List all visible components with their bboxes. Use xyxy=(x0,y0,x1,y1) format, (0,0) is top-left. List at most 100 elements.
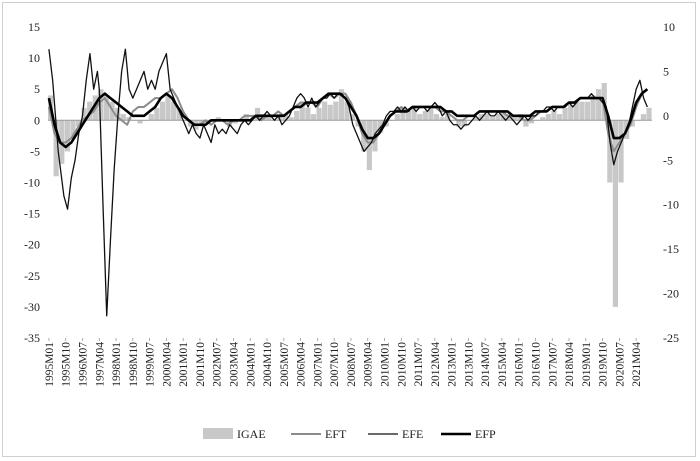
igae-bar xyxy=(400,107,406,121)
x-tick-label: 2007M10 xyxy=(329,342,341,387)
igae-bar xyxy=(310,114,317,121)
left-tick-label: 0 xyxy=(34,113,40,127)
x-tick-label: 2006M04 xyxy=(296,342,308,387)
x-tick-label: 2015M04 xyxy=(497,342,509,387)
series-line-efe xyxy=(48,48,648,317)
x-tick-label: 2011M07 xyxy=(413,342,425,387)
igae-bar xyxy=(322,101,328,121)
igae-bar xyxy=(484,114,490,121)
igae-bar xyxy=(512,117,518,121)
series-lines xyxy=(47,48,649,317)
left-tick-label: -35 xyxy=(24,331,40,345)
igae-bar xyxy=(584,101,591,121)
igae-bar xyxy=(411,107,417,121)
left-tick-label: -30 xyxy=(24,300,40,314)
igae-bar xyxy=(232,120,238,124)
igae-bar xyxy=(103,95,110,121)
igae-bar xyxy=(64,120,70,152)
igae-bar xyxy=(489,117,495,121)
x-tick-label: 2010M10 xyxy=(396,342,408,387)
legend-label-igae: IGAE xyxy=(237,427,266,441)
igae-bar xyxy=(417,114,423,121)
x-tick-label: 2003M04 xyxy=(228,342,240,387)
igae-bar xyxy=(540,117,546,121)
x-tick-label: 2005M07 xyxy=(279,342,291,387)
igae-bar xyxy=(618,120,624,183)
igae-bar xyxy=(568,104,574,121)
x-tick-label: 1998M10 xyxy=(128,342,140,387)
igae-bar xyxy=(428,107,434,121)
igae-bar xyxy=(120,114,126,121)
igae-bar xyxy=(473,117,479,121)
right-tick-label: 10 xyxy=(663,20,675,34)
igae-bar xyxy=(612,120,619,307)
right-tick-label: -10 xyxy=(663,198,679,212)
left-axis: 15 10 5 0 -5 -10 -15 -20 -25 -30 -35 xyxy=(24,20,40,345)
igae-bar xyxy=(456,120,462,127)
chart-frame xyxy=(2,2,696,457)
igae-bar xyxy=(405,110,412,121)
igae-bar xyxy=(439,117,445,121)
igae-bar xyxy=(629,120,635,127)
x-tick-label: 2016M10 xyxy=(530,342,542,387)
igae-bar xyxy=(523,120,529,127)
x-tick-label: 2004M01 xyxy=(245,342,257,387)
igae-bar xyxy=(344,101,350,121)
igae-bar xyxy=(288,117,294,121)
left-tick-label: -15 xyxy=(24,207,40,221)
igae-bar xyxy=(551,110,557,121)
igae-bar xyxy=(165,95,171,121)
igae-bar xyxy=(433,114,440,121)
igae-bar xyxy=(53,120,59,177)
x-tick-label: 1995M01 xyxy=(44,342,56,387)
igae-bar xyxy=(445,114,451,121)
x-tick-label: 1999M07 xyxy=(145,342,157,387)
x-tick-label: 2012M04 xyxy=(430,342,442,387)
x-tick-label: 2002M07 xyxy=(212,342,224,387)
legend-swatch-igae xyxy=(203,428,233,439)
series-line-efp xyxy=(47,88,649,149)
left-tick-label: -25 xyxy=(24,269,40,283)
x-tick-label: 2013M10 xyxy=(463,342,475,387)
igae-bar xyxy=(506,114,512,121)
right-tick-label: -15 xyxy=(663,242,679,256)
igae-bar xyxy=(148,114,154,121)
x-tick-label: 1996M07 xyxy=(77,342,89,387)
igae-bar xyxy=(305,107,311,121)
igae-bar xyxy=(579,101,585,121)
x-tick-label: 2017M07 xyxy=(547,342,559,387)
igae-bar xyxy=(350,114,356,121)
igae-bar xyxy=(70,120,76,139)
igae-bar xyxy=(171,101,177,121)
x-tick-label: 2010M01 xyxy=(379,342,391,387)
x-tick-label: 1995M10 xyxy=(61,342,73,387)
left-tick-label: -20 xyxy=(24,238,40,252)
igae-bar xyxy=(501,110,507,121)
igae-bar xyxy=(573,101,579,121)
igae-bar xyxy=(327,104,333,121)
igae-bar xyxy=(159,101,166,121)
x-tick-label: 2019M10 xyxy=(598,342,610,387)
x-axis: 1995M01 1995M10 1996M07 1997M04 1998M01 1998M… xyxy=(44,338,643,387)
x-tick-label: 2004M10 xyxy=(262,342,274,387)
igae-bar xyxy=(299,101,305,121)
x-tick-label: 2009M04 xyxy=(363,342,375,387)
x-tick-label: 2014M07 xyxy=(480,342,492,387)
left-tick-label: -10 xyxy=(24,176,40,190)
igae-bar xyxy=(277,114,283,121)
igae-bar xyxy=(422,110,428,121)
igae-bar xyxy=(81,107,87,121)
x-tick-label: 2000M04 xyxy=(161,342,173,387)
igae-bar xyxy=(294,110,300,121)
igae-bar xyxy=(154,107,160,121)
x-tick-label: 2001M10 xyxy=(195,342,207,387)
right-tick-label: -25 xyxy=(663,331,679,345)
right-axis: 10 5 0 -5 -10 -15 -20 -25 xyxy=(663,20,679,345)
right-tick-label: 5 xyxy=(663,64,669,78)
x-tick-label: 2001M01 xyxy=(178,342,190,387)
right-tick-label: -5 xyxy=(663,153,673,167)
igae-bar xyxy=(590,95,596,121)
igae-bar xyxy=(640,114,646,121)
igae-bar xyxy=(316,107,322,121)
x-tick-label: 2018M04 xyxy=(564,342,576,387)
